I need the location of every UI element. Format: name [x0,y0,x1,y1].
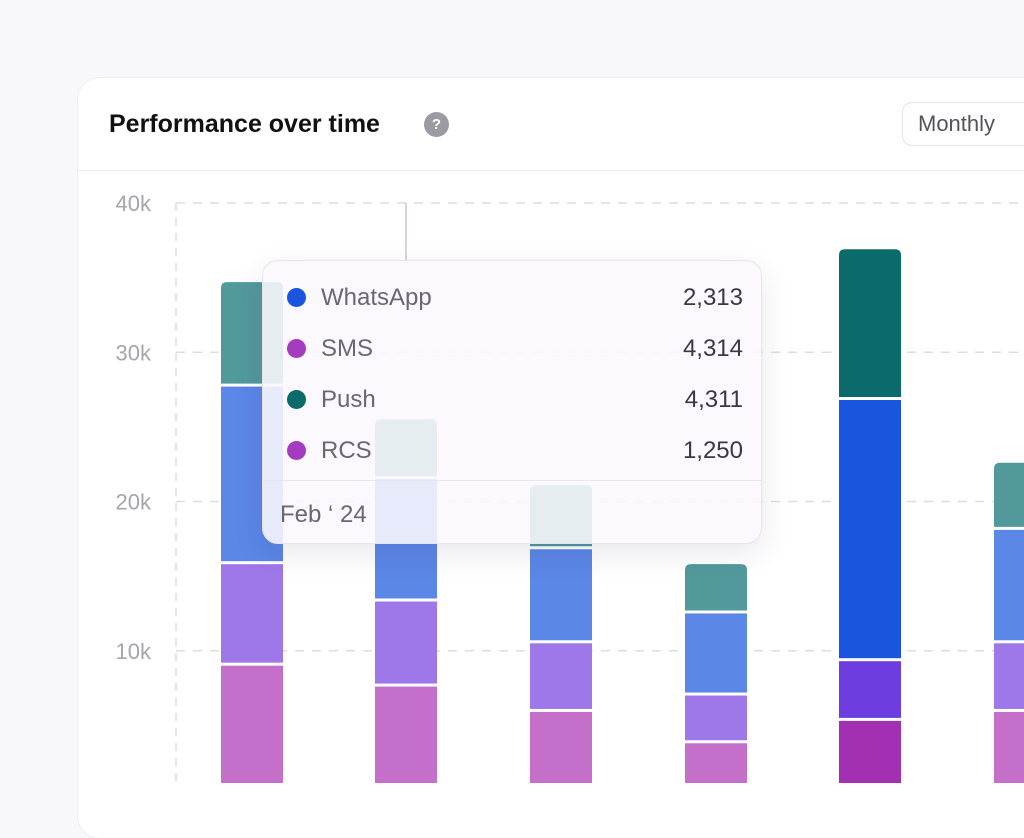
sms-dot-icon [287,339,306,358]
whatsapp-dot-icon [287,288,306,307]
tooltip-series-value: 4,311 [684,386,743,413]
bar-segment-rcs [375,686,437,783]
bar-segment-push [685,564,747,611]
bar-segment-rcs [221,665,283,783]
period-select[interactable]: Monthly [902,102,1024,146]
page-title: Performance over time [109,110,380,138]
bar-segment-sms [530,643,592,709]
chart-tooltip: WhatsApp 2,313 SMS 4,314 Push 4,311 RCS … [262,260,762,544]
tooltip-series-name: WhatsApp [321,284,432,311]
bar-segment-sms [221,564,283,663]
bar-segment-push [839,249,901,398]
bar-segment-rcs [685,743,747,783]
y-tick-label: 40k [116,191,152,216]
bar-segment-whatsapp [839,400,901,659]
bar-segment-whatsapp [994,529,1024,641]
bar-segment-whatsapp [685,613,747,693]
bar-segment-push [994,462,1024,527]
y-tick-label: 10k [116,639,152,664]
bar-segment-whatsapp [530,549,592,641]
y-tick-label: 20k [116,490,152,515]
tooltip-row-rcs: RCS 1,250 [263,429,761,469]
tooltip-date: Feb ‘ 24 [280,501,367,528]
bar-segment-sms [685,695,747,741]
bar-segment-rcs [839,720,901,783]
tooltip-series-value: 1,250 [682,437,743,464]
push-dot-icon [287,390,306,409]
bar-segment-sms [839,661,901,718]
tooltip-series-value: 2,313 [682,284,743,311]
bar-segment-rcs [994,711,1024,783]
y-tick-label: 30k [116,340,152,365]
bar-segment-sms [994,643,1024,709]
tooltip-series-value: 4,314 [682,335,743,362]
tooltip-divider [263,480,761,481]
card-header: Performance over time ? Monthly [78,78,1024,171]
tooltip-row-push: Push 4,311 [263,378,761,418]
tooltip-series-name: RCS [321,437,372,464]
tooltip-row-sms: SMS 4,314 [263,327,761,367]
rcs-dot-icon [287,441,306,460]
tooltip-series-name: SMS [321,335,374,362]
tooltip-row-whatsapp: WhatsApp 2,313 [263,276,761,316]
bar-segment-sms [375,601,437,684]
tooltip-series-name: Push [321,386,376,413]
help-icon[interactable]: ? [424,112,449,137]
bar-segment-rcs [530,711,592,783]
